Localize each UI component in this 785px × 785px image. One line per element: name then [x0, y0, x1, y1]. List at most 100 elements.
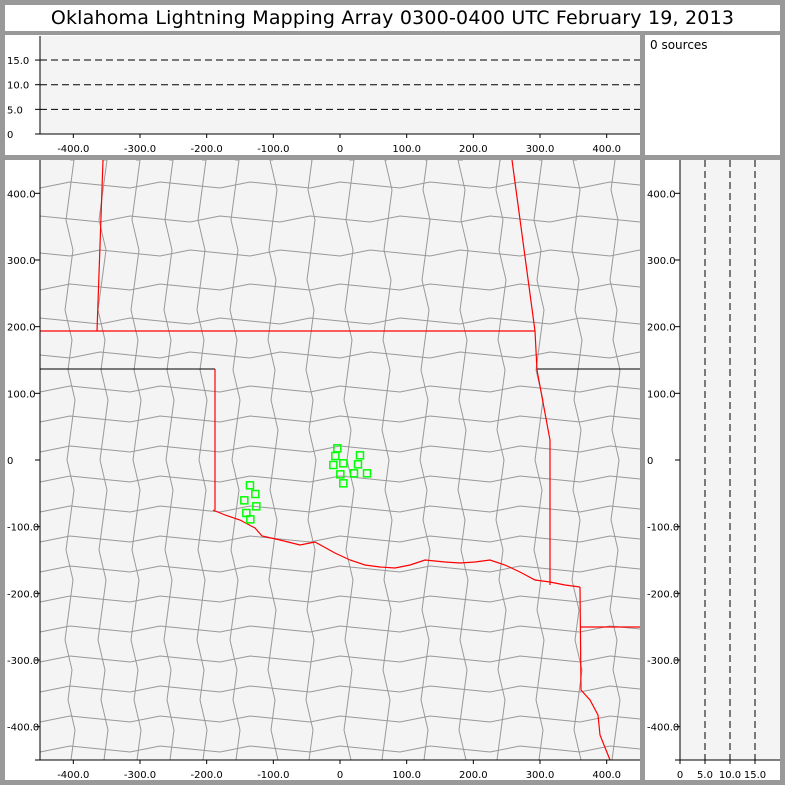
county-line: [130, 159, 142, 761]
x-tick-label: 0: [337, 144, 343, 155]
state-border-co-ks: [96, 159, 104, 332]
y-tick-label: 5.0: [7, 105, 23, 116]
y-tick-label: -100.0: [7, 523, 39, 534]
y-tick-label: 100.0: [7, 389, 36, 400]
county-line: [39, 715, 641, 723]
county-line: [163, 159, 175, 761]
station-marker: [240, 496, 249, 505]
y-tick-label: 10.0: [7, 81, 29, 92]
county-line: [39, 505, 641, 513]
x-tick-label: -100.0: [257, 770, 289, 781]
county-line: [533, 159, 545, 761]
x-tick-label: 10.0: [719, 770, 741, 781]
county-line: [196, 159, 208, 761]
x-tick-label: 15.0: [744, 770, 766, 781]
county-line: [39, 565, 641, 573]
station-marker: [355, 451, 365, 460]
x-tick-label: -300.0: [124, 770, 156, 781]
county-line: [39, 351, 641, 359]
station-marker: [339, 459, 348, 468]
station-marker: [353, 460, 363, 469]
county-line: [39, 655, 641, 663]
x-tick-label: 5.0: [697, 770, 713, 781]
county-line: [267, 159, 279, 761]
county-line: [39, 625, 641, 633]
x-tick-label: 200.0: [459, 144, 488, 155]
chart-title: Oklahoma Lightning Mapping Array 0300-04…: [5, 5, 780, 31]
station-marker: [339, 479, 348, 488]
x-tick-label: 100.0: [392, 144, 421, 155]
county-line: [39, 385, 641, 393]
x-tick-label: -300.0: [124, 144, 156, 155]
station-marker: [336, 470, 345, 479]
y-tick-label: -200.0: [647, 589, 679, 600]
station-marker: [245, 481, 255, 490]
y-tick-label: 0: [647, 456, 653, 467]
county-line: [457, 159, 469, 761]
x-tick-label: 0: [337, 770, 343, 781]
x-tick-label: -400.0: [57, 770, 89, 781]
station-marker: [251, 489, 260, 499]
county-line: [39, 283, 641, 291]
y-tick-label: 200.0: [647, 323, 676, 334]
county-line: [39, 745, 641, 753]
county-borders: [39, 159, 641, 761]
y-tick-label: 400.0: [7, 189, 36, 200]
y-tick-label: 100.0: [647, 389, 676, 400]
y-tick-label: -400.0: [7, 723, 39, 734]
county-line: [39, 181, 641, 189]
county-line: [39, 215, 641, 223]
x-tick-label: 400.0: [592, 144, 621, 155]
county-line: [39, 415, 641, 423]
x-tick-label: -400.0: [57, 144, 89, 155]
state-border-tx-ar: [579, 586, 611, 761]
county-line: [305, 159, 317, 761]
state-border-ok-east: [511, 159, 551, 585]
county-line: [39, 445, 641, 453]
y-tick-label: 300.0: [7, 256, 36, 267]
y-tick-label: 15.0: [7, 56, 29, 67]
red-river-border: [212, 509, 581, 588]
county-line: [39, 317, 641, 325]
x-tick-label: 100.0: [392, 770, 421, 781]
county-line: [419, 159, 431, 761]
x-tick-label: 400.0: [592, 770, 621, 781]
county-line: [571, 159, 583, 761]
county-line: [39, 685, 641, 693]
x-tick-label: 300.0: [526, 144, 555, 155]
station-marker: [246, 515, 255, 524]
x-tick-label: 200.0: [459, 770, 488, 781]
y-tick-label: 400.0: [647, 189, 676, 200]
y-tick-label: -300.0: [647, 656, 679, 667]
county-line: [609, 159, 621, 761]
station-marker: [331, 451, 340, 461]
y-tick-label: 200.0: [7, 323, 36, 334]
y-tick-label: -200.0: [7, 589, 39, 600]
county-line: [64, 159, 76, 761]
x-tick-label: 300.0: [526, 770, 555, 781]
station-marker: [349, 469, 359, 478]
county-line: [343, 159, 355, 761]
y-tick-label: 300.0: [647, 256, 676, 267]
x-tick-label: -100.0: [257, 144, 289, 155]
station-marker: [362, 469, 372, 478]
x-tick-label: -200.0: [191, 144, 223, 155]
county-line: [39, 535, 641, 543]
y-tick-label: -300.0: [7, 656, 39, 667]
station-marker: [329, 460, 338, 470]
y-tick-label: -100.0: [647, 523, 679, 534]
x-tick-label: -200.0: [191, 770, 223, 781]
y-tick-label: -400.0: [647, 723, 679, 734]
county-line: [495, 159, 507, 761]
y-tick-label: 0: [7, 130, 13, 141]
county-line: [39, 475, 641, 483]
county-line: [97, 159, 109, 761]
source-count: 0 sources: [650, 38, 708, 52]
station-marker: [252, 502, 261, 511]
county-line: [381, 159, 393, 761]
x-tick-label: 0: [677, 770, 683, 781]
county-line: [39, 249, 641, 257]
y-tick-label: 0: [7, 456, 13, 467]
county-line: [229, 159, 241, 761]
